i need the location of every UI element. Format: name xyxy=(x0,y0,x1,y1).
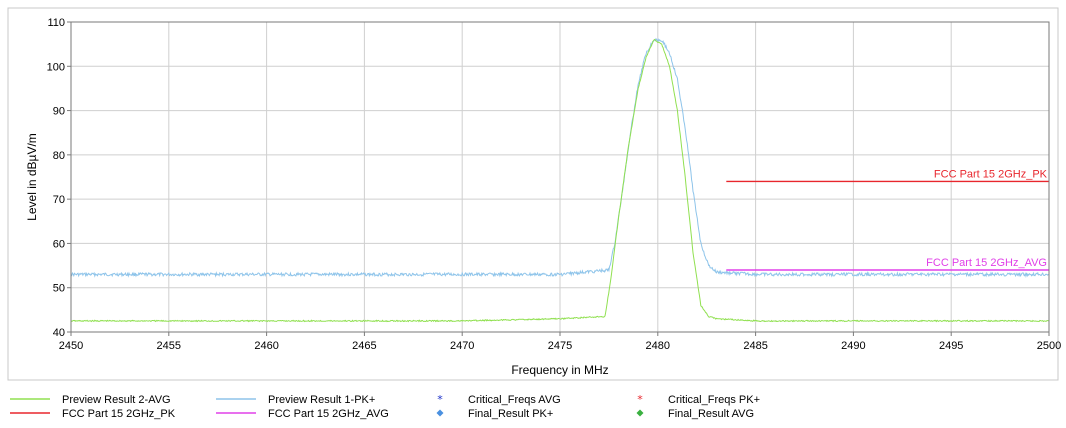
x-tick-label: 2460 xyxy=(254,340,278,352)
y-tick-label: 110 xyxy=(47,17,65,29)
y-tick-label: 50 xyxy=(53,283,65,295)
x-tick-label: 2450 xyxy=(59,340,83,352)
legend-diamond-marker xyxy=(436,409,444,417)
x-tick-label: 2475 xyxy=(548,340,572,352)
x-tick-label: 2485 xyxy=(743,340,767,352)
legend-label: FCC Part 15 2GHz_PK xyxy=(62,408,176,420)
legend-label: Final_Result AVG xyxy=(668,408,754,420)
series-line-preview-result-2-avg xyxy=(70,38,1050,323)
legend-label: Critical_Freqs AVG xyxy=(468,394,561,406)
legend-item: Final_Result PK+ xyxy=(436,408,553,420)
x-tick-label: 2495 xyxy=(939,340,963,352)
legend-diamond-marker xyxy=(636,409,644,417)
x-tick-label: 2470 xyxy=(450,340,474,352)
legend-label: FCC Part 15 2GHz_AVG xyxy=(268,408,389,420)
legend-item: Preview Result 2-AVG xyxy=(10,394,171,406)
legend-item: FCC Part 15 2GHz_PK xyxy=(10,408,176,420)
limit-label: FCC Part 15 2GHz_AVG xyxy=(926,257,1047,269)
legend-item: Final_Result AVG xyxy=(636,408,754,420)
series-group xyxy=(70,37,1050,323)
legend: Preview Result 2-AVG Preview Result 1-PK+… xyxy=(10,393,760,420)
y-tick-label: 100 xyxy=(47,61,65,73)
x-tick-label: 2490 xyxy=(841,340,865,352)
legend-label: Preview Result 2-AVG xyxy=(62,394,171,406)
y-tick-label: 90 xyxy=(53,106,65,118)
legend-label: Preview Result 1-PK+ xyxy=(268,394,375,406)
series-line-preview-result-1-pk xyxy=(70,37,1050,278)
legend-item: * Critical_Freqs AVG xyxy=(437,393,560,406)
y-tick-label: 60 xyxy=(53,238,65,250)
x-tick-label: 2465 xyxy=(352,340,376,352)
legend-star-marker: * xyxy=(637,393,643,406)
legend-item: Preview Result 1-PK+ xyxy=(216,394,375,406)
x-tick-label: 2455 xyxy=(157,340,181,352)
y-tick-label: 40 xyxy=(53,327,65,339)
ticks: 2450 2455 2460 2465 2470 2475 2480 2485 2490 2495… xyxy=(47,17,1062,352)
legend-star-marker: * xyxy=(437,393,443,406)
legend-item: FCC Part 15 2GHz_AVG xyxy=(216,408,389,420)
chart-frame xyxy=(7,7,1059,381)
limit-labels: FCC Part 15 2GHz_PK FCC Part 15 2GHz_AVG xyxy=(926,168,1048,269)
y-tick-label: 70 xyxy=(53,194,65,206)
legend-label: Final_Result PK+ xyxy=(468,408,553,420)
legend-label: Critical_Freqs PK+ xyxy=(668,394,760,406)
limit-label: FCC Part 15 2GHz_PK xyxy=(934,168,1048,180)
legend-item: * Critical_Freqs PK+ xyxy=(637,393,760,406)
y-tick-label: 80 xyxy=(53,150,65,162)
x-axis-title: Frequency in MHz xyxy=(511,363,608,377)
x-tick-label: 2480 xyxy=(646,340,670,352)
x-tick-label: 2500 xyxy=(1037,340,1061,352)
y-axis-title: Level in dBµV/m xyxy=(25,133,39,221)
